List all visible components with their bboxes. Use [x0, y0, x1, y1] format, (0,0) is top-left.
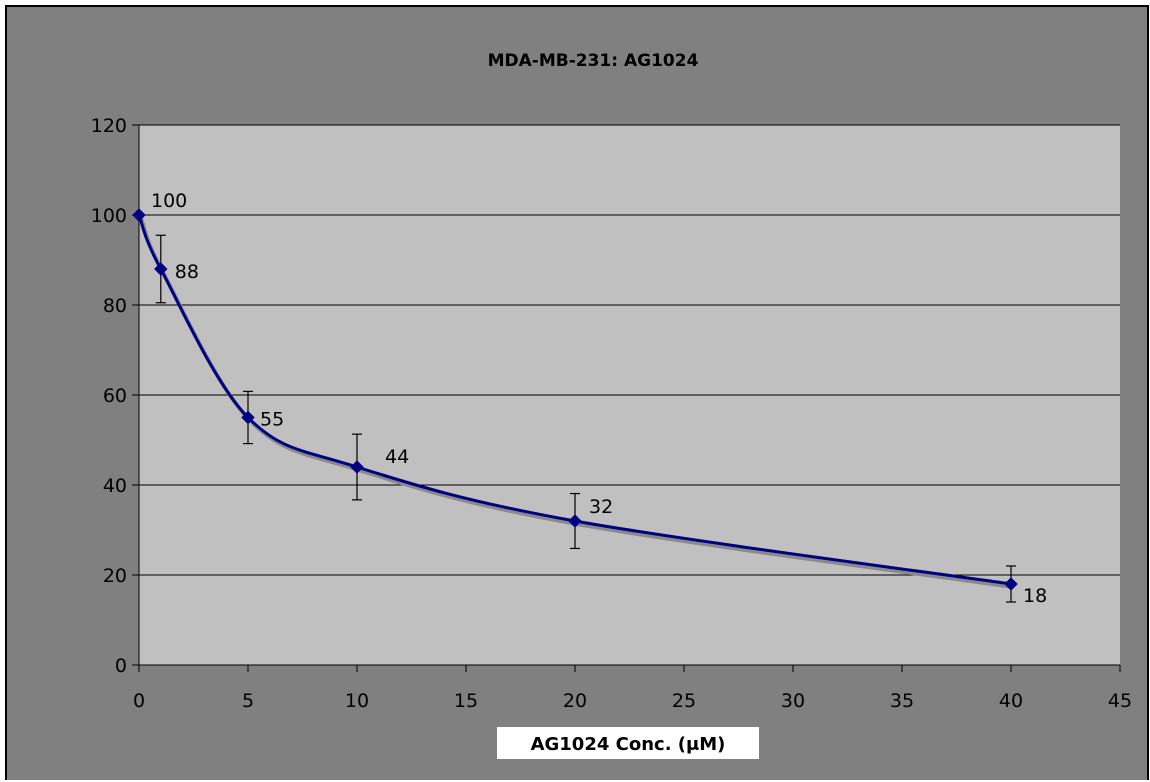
x-tick-label: 35 [890, 690, 914, 712]
y-tick-label: 0 [115, 655, 127, 677]
x-tick-label: 30 [781, 690, 805, 712]
chart-title: MDA-MB-231: AG1024 [488, 51, 699, 71]
data-point-marker [1004, 577, 1018, 591]
data-label: 32 [589, 496, 613, 518]
data-point-marker [132, 208, 146, 222]
x-axis-label-background [497, 727, 759, 759]
data-label: 55 [260, 409, 284, 431]
y-tick-label: 60 [103, 385, 127, 407]
chart-frame: 0 20 40 60 80 100 120 0 5 10 15 20 25 30 35 40 45 100 88 5… [5, 5, 1149, 780]
x-tick-label: 0 [133, 690, 145, 712]
series-layer: 100 88 55 44 32 18 [132, 190, 1047, 607]
x-tick-label: 10 [345, 690, 369, 712]
y-tick-label: 80 [103, 295, 127, 317]
x-tick-label: 45 [1108, 690, 1132, 712]
data-point-marker [568, 514, 582, 528]
y-tick-label: 120 [91, 115, 127, 137]
x-tick-label: 5 [242, 690, 254, 712]
data-label: 18 [1023, 585, 1047, 607]
data-label: 100 [151, 190, 187, 212]
data-point-marker [350, 460, 364, 474]
y-tick-label: 40 [103, 475, 127, 497]
x-tick-label: 20 [563, 690, 587, 712]
data-point-marker [241, 410, 255, 425]
grid-lines [139, 124, 1120, 576]
x-axis-label: AG1024 Conc. (μM) [531, 734, 726, 755]
x-tick-label: 15 [454, 690, 478, 712]
x-tick-label: 25 [672, 690, 696, 712]
y-tick-label: 100 [91, 205, 127, 227]
data-label: 88 [175, 261, 199, 283]
data-label: 44 [385, 446, 409, 468]
axis-ticks: 0 20 40 60 80 100 120 0 5 10 15 20 25 30 35 40 45 [91, 115, 1132, 712]
chart-svg: 0 20 40 60 80 100 120 0 5 10 15 20 25 30 35 40 45 100 88 5… [91, 51, 1132, 759]
x-tick-label: 40 [999, 690, 1023, 712]
data-point-marker [154, 262, 168, 276]
y-tick-label: 20 [103, 565, 127, 587]
